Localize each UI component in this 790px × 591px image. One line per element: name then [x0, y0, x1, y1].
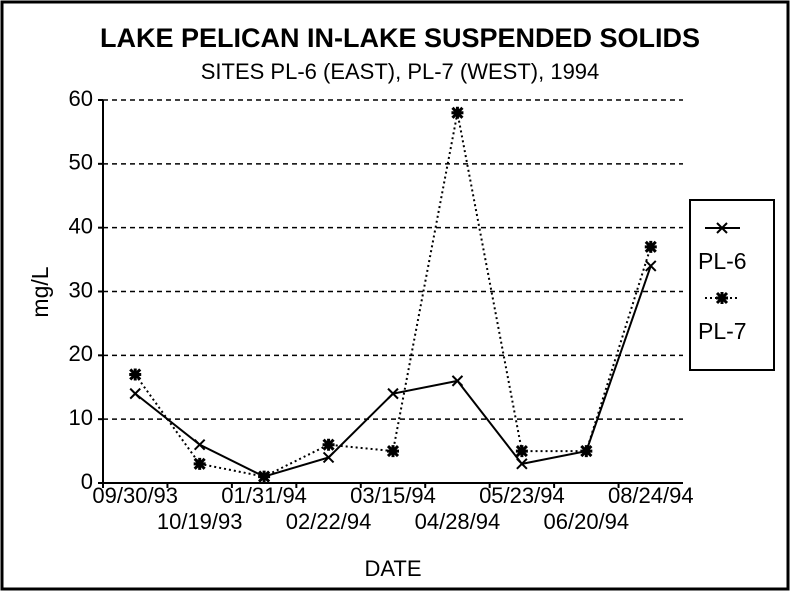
x-tick-label: 06/20/94 [544, 509, 630, 534]
x-tick-label: 02/22/94 [286, 509, 372, 534]
y-tick-label: 30 [69, 277, 93, 302]
point [322, 438, 335, 451]
x-tick-label: 01/31/94 [221, 483, 307, 508]
point [516, 458, 528, 470]
x-tick-label: 05/23/94 [479, 483, 565, 508]
x-tick-label: 08/24/94 [608, 483, 694, 508]
legend-label: PL-7 [698, 318, 747, 344]
point [129, 387, 141, 400]
y-tick-label: 60 [69, 86, 93, 111]
x-tick-label: 09/30/93 [92, 483, 178, 508]
legend-marker [715, 291, 729, 305]
point [322, 451, 335, 464]
x-axis-label: DATE [364, 556, 421, 581]
point [129, 368, 142, 381]
point [387, 387, 399, 400]
point [193, 457, 206, 470]
point [386, 445, 400, 458]
y-tick-label: 50 [69, 150, 93, 175]
y-tick-label: 20 [69, 341, 93, 366]
legend-label: PL-6 [698, 248, 747, 274]
x-tick-label: 04/28/94 [415, 509, 501, 534]
point [580, 445, 593, 458]
y-tick-label: 10 [69, 405, 93, 430]
point [645, 260, 657, 272]
y-tick-label: 0 [81, 469, 93, 494]
point [515, 445, 528, 458]
point [451, 375, 464, 387]
x-tick-label: 10/19/93 [157, 509, 243, 534]
point [451, 106, 464, 119]
point [644, 240, 657, 253]
legend [689, 199, 775, 371]
chart-subtitle: SITES PL-6 (EAST), PL-7 (WEST), 1994 [201, 59, 600, 84]
chart-title: LAKE PELICAN IN-LAKE SUSPENDED SOLIDS [100, 23, 700, 53]
y-tick-label: 40 [69, 213, 93, 238]
y-axis-label: mg/L [27, 266, 53, 317]
x-tick-label: 03/15/94 [350, 483, 436, 508]
point [193, 438, 206, 451]
legend-marker [716, 222, 728, 234]
point [258, 470, 271, 483]
